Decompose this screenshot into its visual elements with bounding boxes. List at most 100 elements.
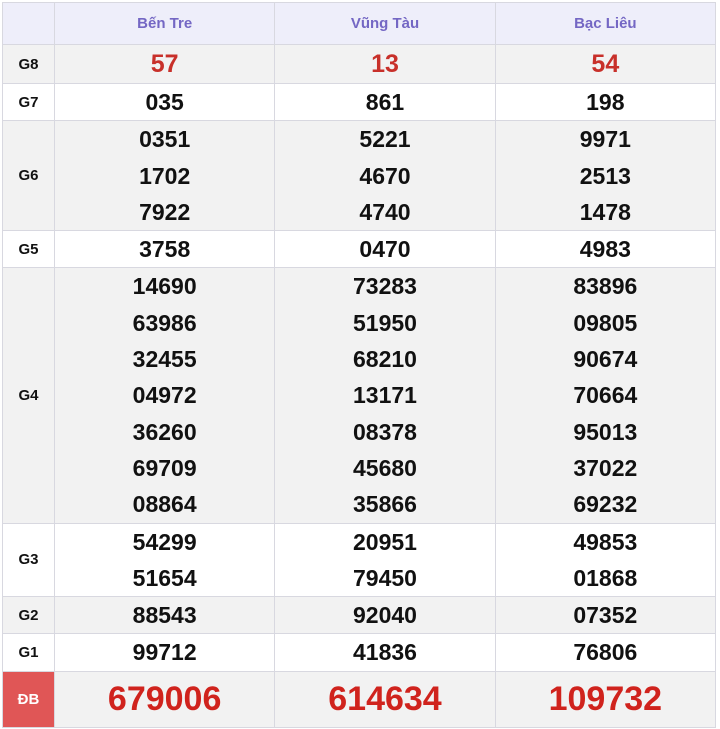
result-number: 68210 — [353, 346, 417, 373]
result-number: 1478 — [579, 198, 631, 225]
prize-row-g8: G8 57 13 54 — [2, 44, 717, 84]
result-number: 13171 — [353, 382, 417, 409]
result-number: 4983 — [579, 236, 631, 263]
result-cell: 54 — [494, 44, 717, 84]
header-row: Bến Tre Vũng Tàu Bạc Liêu — [2, 2, 717, 45]
result-number: 0351 — [139, 126, 191, 153]
result-number: 04972 — [132, 382, 197, 409]
result-number: 73283 — [353, 273, 417, 300]
result-number: 109732 — [548, 679, 663, 718]
result-number: 99712 — [132, 639, 197, 666]
result-number: 76806 — [573, 639, 638, 666]
result-number: 88543 — [132, 602, 197, 629]
result-number: 614634 — [328, 679, 442, 718]
result-number: 861 — [365, 89, 405, 115]
prize-row-g2: G2 88543 92040 07352 — [2, 596, 717, 635]
prize-row-g4: G4 14690 63986 32455 04972 36260 69709 08864 732… — [2, 267, 717, 524]
prize-row-g7: G7 035 861 198 — [2, 82, 717, 122]
result-cell: 20951 79450 — [274, 522, 496, 598]
result-cell: 198 — [494, 82, 717, 122]
result-cell: 614634 — [274, 670, 496, 728]
prize-label: G1 — [2, 633, 55, 672]
result-cell: 679006 — [53, 670, 276, 728]
result-cell: 035 — [53, 82, 276, 122]
result-cell: 76806 — [494, 633, 717, 672]
result-number: 4670 — [359, 162, 411, 189]
corner-cell — [2, 2, 55, 45]
result-number: 95013 — [573, 418, 638, 445]
result-cell: 99712 — [53, 633, 276, 672]
prize-label: G8 — [2, 44, 55, 84]
prize-row-g5: G5 3758 0470 4983 — [2, 230, 717, 269]
prize-label: ĐB — [2, 670, 55, 728]
result-number: 9971 — [579, 126, 631, 153]
result-number: 54299 — [132, 528, 197, 555]
result-cell: 88543 — [53, 596, 276, 635]
column-header: Vũng Tàu — [274, 2, 496, 45]
result-number: 0470 — [359, 236, 411, 263]
result-cell: 0351 1702 7922 — [53, 120, 276, 232]
result-number: 41836 — [353, 639, 417, 666]
result-number: 13 — [371, 50, 399, 78]
prize-label: G2 — [2, 596, 55, 635]
result-number: 69709 — [132, 454, 197, 481]
prize-row-db: ĐB 679006 614634 109732 — [2, 670, 717, 728]
result-number: 32455 — [132, 346, 197, 373]
result-cell: 49853 01868 — [494, 522, 717, 598]
result-number: 36260 — [132, 418, 197, 445]
result-number: 92040 — [353, 602, 417, 629]
result-number: 70664 — [573, 382, 638, 409]
result-cell: 73283 51950 68210 13171 08378 45680 35866 — [274, 267, 496, 524]
result-number: 20951 — [353, 528, 417, 555]
result-number: 54 — [591, 50, 620, 78]
result-number: 90674 — [573, 346, 638, 373]
result-cell: 83896 09805 90674 70664 95013 37022 69232 — [494, 267, 717, 524]
result-cell: 4983 — [494, 230, 717, 269]
prize-label: G4 — [2, 267, 55, 524]
result-number: 08378 — [353, 418, 417, 445]
result-number: 1702 — [139, 162, 191, 189]
result-number: 01868 — [573, 564, 638, 591]
result-number: 69232 — [573, 491, 638, 518]
result-cell: 5221 4670 4740 — [274, 120, 496, 232]
result-number: 57 — [150, 50, 179, 78]
result-number: 37022 — [573, 454, 638, 481]
result-number: 79450 — [353, 564, 417, 591]
result-number: 7922 — [139, 198, 191, 225]
result-number: 035 — [145, 89, 184, 115]
result-number: 08864 — [132, 491, 197, 518]
prize-row-g3: G3 54299 51654 20951 79450 49853 01868 — [2, 522, 717, 598]
result-number: 35866 — [353, 491, 417, 518]
column-header: Bạc Liêu — [494, 2, 717, 45]
result-number: 198 — [586, 89, 625, 115]
prize-row-g1: G1 99712 41836 76806 — [2, 633, 717, 672]
result-cell: 07352 — [494, 596, 717, 635]
result-number: 51950 — [353, 309, 417, 336]
result-number: 4740 — [359, 198, 411, 225]
result-number: 45680 — [353, 454, 417, 481]
result-number: 679006 — [107, 679, 222, 718]
result-cell: 54299 51654 — [53, 522, 276, 598]
result-number: 09805 — [573, 309, 638, 336]
result-number: 5221 — [359, 126, 411, 153]
prize-label: G7 — [2, 82, 55, 122]
prize-label: G6 — [2, 120, 55, 232]
prize-label: G3 — [2, 522, 55, 598]
result-cell: 0470 — [274, 230, 496, 269]
result-number: 07352 — [573, 602, 638, 629]
prize-row-g6: G6 0351 1702 7922 5221 4670 4740 9971 2513 1478 — [2, 120, 717, 232]
column-header: Bến Tre — [53, 2, 276, 45]
result-number: 51654 — [132, 564, 197, 591]
prize-label: G5 — [2, 230, 55, 269]
result-cell: 13 — [274, 44, 496, 84]
result-cell: 41836 — [274, 633, 496, 672]
result-cell: 9971 2513 1478 — [494, 120, 717, 232]
result-number: 49853 — [573, 528, 638, 555]
result-number: 14690 — [132, 273, 197, 300]
result-cell: 109732 — [494, 670, 717, 728]
result-number: 63986 — [132, 309, 197, 336]
result-number: 2513 — [579, 162, 631, 189]
result-cell: 92040 — [274, 596, 496, 635]
result-cell: 57 — [53, 44, 276, 84]
